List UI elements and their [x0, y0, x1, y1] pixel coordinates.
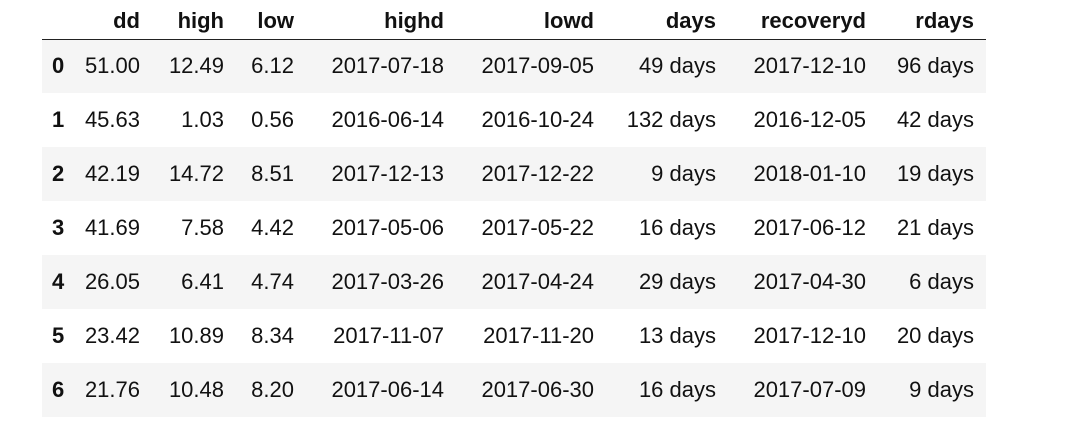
- cell-low: 0.56: [251, 107, 294, 132]
- row-index: 6: [52, 377, 65, 402]
- cell-highd: 2017-11-07: [333, 323, 444, 348]
- cell-recoveryd: 2017-07-09: [753, 377, 866, 402]
- column-header-rdays: rdays: [915, 7, 974, 33]
- cell-days: 132 days: [626, 107, 716, 132]
- cell-rdays: 20 days: [896, 323, 974, 348]
- cell-recoveryd: 2017-12-10: [753, 53, 866, 79]
- cell-low: 8.20: [251, 377, 294, 402]
- cell-recoveryd: 2018-01-10: [753, 161, 866, 186]
- cell-high: 1.03: [181, 107, 224, 132]
- table-row: 6 21.76 10.48 8.20 2017-06-14 2017-06-30…: [42, 363, 986, 417]
- cell-days: 49 days: [638, 53, 716, 79]
- row-index: 1: [52, 107, 65, 132]
- cell-lowd: 2017-06-30: [481, 377, 594, 402]
- cell-recoveryd: 2017-12-10: [753, 323, 866, 348]
- cell-dd: 21.76: [84, 377, 140, 402]
- cell-days: 9 days: [651, 161, 716, 186]
- table-row: 3 41.69 7.58 4.42 2017-05-06 2017-05-22 …: [42, 201, 986, 255]
- cell-lowd: 2017-12-22: [481, 161, 594, 186]
- cell-rdays: 21 days: [896, 215, 974, 240]
- column-header-lowd: lowd: [543, 7, 594, 33]
- cell-lowd: 2017-04-24: [481, 269, 594, 294]
- cell-rdays: 9 days: [909, 377, 974, 402]
- cell-highd: 2017-07-18: [331, 53, 444, 79]
- cell-recoveryd: 2017-06-12: [753, 215, 866, 240]
- cell-days: 16 days: [638, 377, 716, 402]
- cell-rdays: 42 days: [896, 107, 974, 132]
- row-index: 5: [52, 323, 65, 348]
- column-header-low: low: [257, 7, 294, 33]
- column-header-high: high: [177, 7, 224, 33]
- row-index: 2: [52, 161, 65, 186]
- cell-dd: 26.05: [84, 269, 140, 294]
- cell-dd: 23.42: [84, 323, 140, 348]
- cell-low: 6.12: [251, 53, 294, 79]
- cell-high: 10.89: [168, 323, 224, 348]
- cell-highd: 2017-03-26: [331, 269, 444, 294]
- cell-rdays: 96 days: [896, 53, 974, 79]
- cell-rdays: 19 days: [896, 161, 974, 186]
- cell-lowd: 2017-11-20: [483, 323, 594, 348]
- dataframe-table: dd high low highd lowd days recoveryd rd…: [42, 0, 986, 417]
- cell-low: 4.42: [251, 215, 294, 240]
- cell-low: 8.34: [251, 323, 294, 348]
- cell-days: 29 days: [638, 269, 716, 294]
- cell-highd: 2017-05-06: [331, 215, 444, 240]
- cell-dd: 42.19: [84, 161, 140, 186]
- column-header-days: days: [665, 7, 716, 33]
- index-header: [42, 0, 82, 39]
- cell-dd: 51.00: [84, 53, 140, 79]
- cell-high: 6.41: [181, 269, 224, 294]
- cell-low: 8.51: [251, 161, 294, 186]
- table-row: 1 45.63 1.03 0.56 2016-06-14 2016-10-24 …: [42, 93, 986, 147]
- column-header-recoveryd: recoveryd: [760, 7, 866, 33]
- table-row: 5 23.42 10.89 8.34 2017-11-07 2017-11-20…: [42, 309, 986, 363]
- row-index: 3: [52, 215, 65, 240]
- cell-lowd: 2017-05-22: [481, 215, 594, 240]
- header-row: dd high low highd lowd days recoveryd rd…: [42, 0, 986, 39]
- table-row: 0 51.00 12.49 6.12 2017-07-18 2017-09-05…: [42, 39, 986, 93]
- cell-rdays: 6 days: [909, 269, 974, 294]
- row-index: 4: [52, 269, 65, 294]
- cell-high: 7.58: [181, 215, 224, 240]
- cell-high: 10.48: [168, 377, 224, 402]
- cell-low: 4.74: [251, 269, 294, 294]
- cell-lowd: 2017-09-05: [481, 53, 594, 79]
- cell-high: 14.72: [168, 161, 224, 186]
- column-header-highd: highd: [384, 7, 444, 33]
- cell-dd: 45.63: [84, 107, 140, 132]
- row-index: 0: [52, 53, 65, 79]
- cell-recoveryd: 2016-12-05: [753, 107, 866, 132]
- cell-highd: 2016-06-14: [331, 107, 444, 132]
- cell-highd: 2017-06-14: [331, 377, 444, 402]
- cell-highd: 2017-12-13: [331, 161, 444, 186]
- column-header-dd: dd: [113, 7, 140, 33]
- cell-high: 12.49: [168, 53, 224, 79]
- cell-lowd: 2016-10-24: [481, 107, 594, 132]
- cell-days: 16 days: [638, 215, 716, 240]
- table-row: 2 42.19 14.72 8.51 2017-12-13 2017-12-22…: [42, 147, 986, 201]
- cell-recoveryd: 2017-04-30: [753, 269, 866, 294]
- table-row: 4 26.05 6.41 4.74 2017-03-26 2017-04-24 …: [42, 255, 986, 309]
- cell-dd: 41.69: [84, 215, 140, 240]
- cell-days: 13 days: [638, 323, 716, 348]
